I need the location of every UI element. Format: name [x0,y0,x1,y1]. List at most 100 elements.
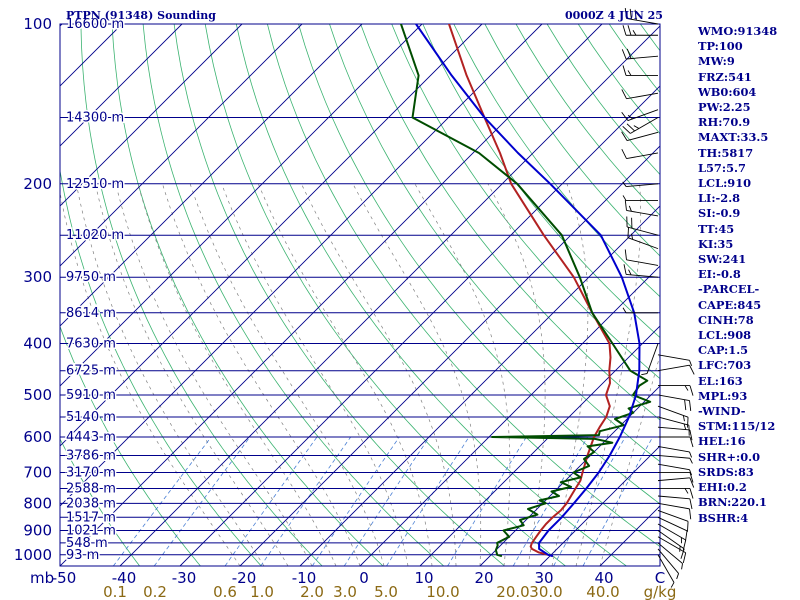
wind-barb [624,200,659,217]
moist-adiabat [551,183,589,566]
height-label: 3170 m [66,466,116,481]
wind-barb [657,364,695,375]
temperature-tick-label: 40 [594,569,613,587]
sounding-index: RH:70.9 [698,115,751,130]
mixing-ratio-line [512,436,589,566]
mixing-ratio-label: 5.0 [374,583,398,600]
wind-barb [657,548,679,580]
sounding-index: FRZ:541 [698,69,752,84]
wind-barb [657,394,692,411]
wind-barb [622,65,658,76]
mixing-ratio-line [447,436,527,566]
pressure-tick-label: 700 [23,464,52,482]
pressure-tick-label: 1000 [14,546,52,564]
mixing-ratio-label: 0.1 [103,583,127,600]
dry-adiabat [60,168,262,566]
dry-adiabat [360,24,660,421]
dry-adiabat [111,24,384,566]
wind-barb [657,554,675,588]
sounding-index: TT:45 [698,221,735,236]
mixing-ratio-line [553,436,626,566]
wind-barb [657,477,695,488]
height-label: 5910 m [66,388,116,403]
sounding-index: HEL:16 [698,434,746,449]
pressure-tick-label: 100 [23,15,52,33]
wind-barb [624,8,659,25]
temperature-tick-label: -10 [292,569,317,587]
height-label: 2588 m [66,481,116,496]
sounding-index: CINH:78 [698,312,754,327]
plot-frame [59,23,661,567]
pressure-tick-label: 600 [23,428,52,446]
wind-barb [658,472,694,483]
wind-barb [621,131,659,142]
sounding-index: PW:2.25 [698,100,751,115]
pressure-tick-label: 800 [23,494,52,512]
sounding-index: -PARCEL- [698,282,760,297]
isotherm [359,265,660,566]
mixing-ratio-label: 0.2 [143,583,167,600]
height-label: 14300 m [66,110,124,125]
pressure-tick-label: 300 [23,268,52,286]
isotherm [179,85,660,566]
moist-adiabat [301,183,457,566]
height-label: 9750 m [66,270,116,285]
wind-barb [623,264,659,278]
wind-barb [657,495,693,510]
wind-barb [621,109,659,122]
sounding-index: WMO:91348 [698,24,778,38]
sounding-index: MW:9 [698,54,735,69]
temperature-tick-label: -20 [232,569,257,587]
wind-barb [657,354,693,366]
wind-barb [657,426,693,441]
height-label: 11020 m [66,228,124,243]
moist-adiabat [221,183,409,566]
wind-barb [621,149,659,159]
height-label: 2038 m [66,496,116,511]
sounding-index: MAXT:33.5 [698,130,769,145]
temperature-line [447,24,612,558]
dry-adiabat [142,24,445,566]
pressure-tick-label: 400 [23,335,52,353]
mixing-ratio-label: 30.0 [529,583,562,600]
isotherm [239,145,660,566]
moist-adiabat [414,183,511,566]
height-label: 1021 m [66,523,116,538]
sounding-index: STM:115/12 [698,419,776,434]
wind-barb [658,385,694,396]
sounding-index: SI:-0.9 [698,206,741,221]
sounding-index: LI:-2.8 [698,191,741,206]
moist-adiabat [189,183,385,566]
height-label: 5140 m [66,410,116,425]
pressure-tick-label: 500 [23,386,52,404]
moist-adiabat [137,183,337,566]
sounding-index: CAPE:845 [698,297,762,312]
mixing-ratio-label: 40.0 [586,583,619,600]
isotherm [60,24,543,507]
sounding-index: -WIND- [698,404,746,419]
dry-adiabat [267,24,660,548]
isotherm [0,24,2,566]
isotherm [60,24,603,566]
sounding-index: EI:-0.8 [698,267,741,282]
sounding-index: LFC:703 [698,358,752,373]
sounding-index: EHI:0.2 [698,480,747,495]
moist-adiabat [575,183,642,566]
mixing-ratio-line [153,436,251,566]
mixing-ratio-unit-label: g/kg [644,583,677,600]
wind-barb [622,307,658,314]
wind-barb [657,416,690,436]
sounding-index: SHR+:0.0 [698,449,761,464]
mixing-ratio-label: 10.0 [426,583,459,600]
wind-barb [622,195,658,201]
wind-barb [622,25,658,36]
dry-adiabat [60,325,201,566]
dry-adiabat [60,438,140,566]
wind-barb [626,216,659,236]
isotherm [60,24,303,267]
pressure-unit-label: mb [30,569,54,587]
isotherm [299,205,660,566]
height-label: 4443 m [66,430,116,445]
